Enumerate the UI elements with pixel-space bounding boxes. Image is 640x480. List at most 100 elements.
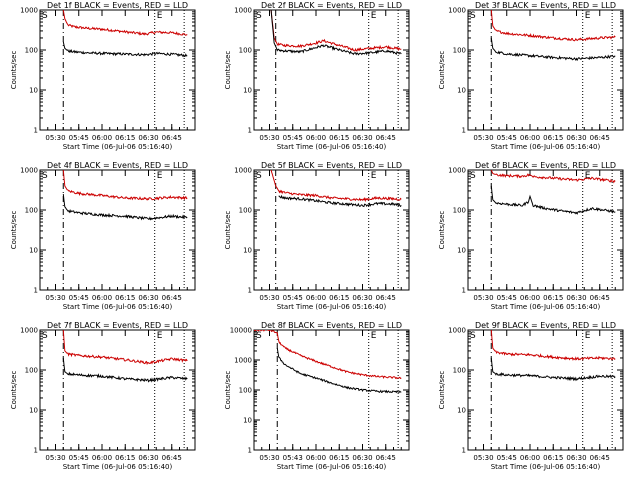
x-tick-label: 06:30 [352, 294, 372, 302]
end-label: E [157, 171, 163, 181]
x-tick-label: 06:00 [520, 454, 540, 462]
start-label: S [42, 331, 48, 341]
series-group [270, 10, 402, 56]
x-tick-label: 05:45 [497, 294, 517, 302]
x-tick-label: 05:30 [259, 294, 279, 302]
y-tick-label: 100 [239, 47, 252, 55]
y-axis-label: Counts/sec [438, 211, 446, 250]
panel-det-9: Det 9f BLACK = Events, RED = LLD 1 10 100 10… [438, 321, 624, 471]
y-tick-label: 100 [239, 207, 252, 215]
y-axis-label: Counts/sec [10, 51, 18, 90]
x-tick-label: 06:15 [115, 134, 135, 142]
y-tick-label: 1000 [448, 327, 466, 335]
y-tick-label: 1 [248, 447, 252, 455]
x-tick-label: 06:15 [543, 134, 563, 142]
panel-det-4: Det 4f BLACK = Events, RED = LLD 1 10 100 10… [10, 161, 196, 311]
events-series-line [276, 348, 402, 394]
x-tick-label: 06:45 [162, 454, 182, 462]
x-tick-label: 06:00 [306, 294, 326, 302]
x-tick-label: 05:45 [497, 454, 517, 462]
y-tick-label: 100 [239, 387, 252, 395]
y-tick-label: 1 [34, 127, 38, 135]
x-tick-label: 06:15 [329, 294, 349, 302]
end-label: E [157, 331, 163, 341]
panel-det-5: Det 5f BLACK = Events, RED = LLD 1 10 100 10… [224, 161, 410, 311]
lld-series-line [254, 330, 402, 380]
x-tick-label: 05:30 [259, 134, 279, 142]
x-tick-label: 06:30 [138, 454, 158, 462]
x-tick-label: 06:45 [162, 294, 182, 302]
lld-series-line [62, 170, 188, 201]
y-tick-label: 10 [243, 87, 252, 95]
x-tick-label: 06:30 [352, 454, 372, 462]
x-tick-label: 06:45 [376, 134, 396, 142]
x-tick-label: 06:00 [306, 134, 326, 142]
start-label: S [470, 171, 476, 181]
x-axis-label: Start Time (06-Jul-06 05:16:40) [277, 303, 387, 311]
events-series-line [62, 357, 188, 383]
x-tick-label: 06:30 [566, 134, 586, 142]
x-tick-label: 06:15 [329, 134, 349, 142]
y-tick-label: 10 [29, 407, 38, 415]
x-tick-label: 06:45 [376, 294, 396, 302]
y-tick-label: 1000 [234, 7, 252, 15]
x-tick-label: 06:15 [115, 294, 135, 302]
panel-title: Det 3f BLACK = Events, RED = LLD [475, 1, 616, 10]
x-tick-label: 06:15 [115, 454, 135, 462]
start-label: S [256, 331, 262, 341]
x-tick-label: 06:15 [543, 294, 563, 302]
x-tick-label: 05:30 [473, 134, 493, 142]
y-axis-label: Counts/sec [224, 371, 232, 410]
start-label: S [470, 331, 476, 341]
y-tick-label: 1000 [234, 357, 252, 365]
y-tick-label: 1000 [234, 167, 252, 175]
panel-title: Det 4f BLACK = Events, RED = LLD [47, 161, 188, 170]
y-axis-label: Counts/sec [438, 371, 446, 410]
series-group [62, 330, 188, 383]
series-group [490, 170, 616, 215]
y-tick-label: 1000 [20, 167, 38, 175]
y-axis-label: Counts/sec [438, 51, 446, 90]
x-axis-label: Start Time (06-Jul-06 05:16:40) [63, 143, 173, 151]
y-tick-label: 1000 [448, 167, 466, 175]
y-tick-label: 10 [457, 407, 466, 415]
lld-series-line [270, 10, 402, 52]
end-label: E [371, 11, 377, 21]
y-tick-label: 1000 [448, 7, 466, 15]
events-series-line [62, 41, 188, 58]
y-tick-label: 10000 [230, 327, 252, 335]
x-tick-label: 06:30 [138, 294, 158, 302]
events-series-line [490, 37, 616, 62]
events-series-line [62, 194, 188, 221]
x-tick-label: 06:15 [329, 454, 349, 462]
start-label: S [470, 11, 476, 21]
x-tick-label: 06:45 [590, 134, 610, 142]
series-group [62, 170, 188, 221]
x-tick-label: 06:00 [306, 454, 326, 462]
lld-series-line [270, 170, 402, 203]
start-label: S [256, 11, 262, 21]
x-tick-label: 06:30 [138, 134, 158, 142]
x-tick-label: 05:30 [45, 454, 65, 462]
panel-det-6: Det 6f BLACK = Events, RED = LLD 1 10 100 10… [438, 161, 624, 311]
x-tick-label: 06:45 [162, 134, 182, 142]
panel-title: Det 6f BLACK = Events, RED = LLD [475, 161, 616, 170]
x-tick-label: 06:00 [92, 454, 112, 462]
y-axis-label: Counts/sec [224, 51, 232, 90]
x-tick-label: 05:45 [69, 134, 89, 142]
panel-det-8: Det 8f BLACK = Events, RED = LLD 1 10 100 10… [224, 321, 410, 471]
x-tick-label: 05:45 [69, 454, 89, 462]
y-axis-label: Counts/sec [10, 211, 18, 250]
x-axis-label: Start Time (06-Jul-06 05:16:40) [491, 143, 601, 151]
series-group [490, 10, 616, 62]
panel-title: Det 2f BLACK = Events, RED = LLD [261, 1, 402, 10]
y-tick-label: 1 [248, 287, 252, 295]
plot-frame [253, 9, 410, 131]
series-group [490, 330, 616, 382]
y-tick-label: 10 [457, 87, 466, 95]
panel-title: Det 1f BLACK = Events, RED = LLD [47, 1, 188, 10]
y-tick-label: 10 [243, 247, 252, 255]
panel-det-7: Det 7f BLACK = Events, RED = LLD 1 10 100 10… [10, 321, 196, 471]
x-axis-label: Start Time (06-Jul-06 05:16:40) [63, 463, 173, 471]
x-tick-label: 06:15 [543, 454, 563, 462]
